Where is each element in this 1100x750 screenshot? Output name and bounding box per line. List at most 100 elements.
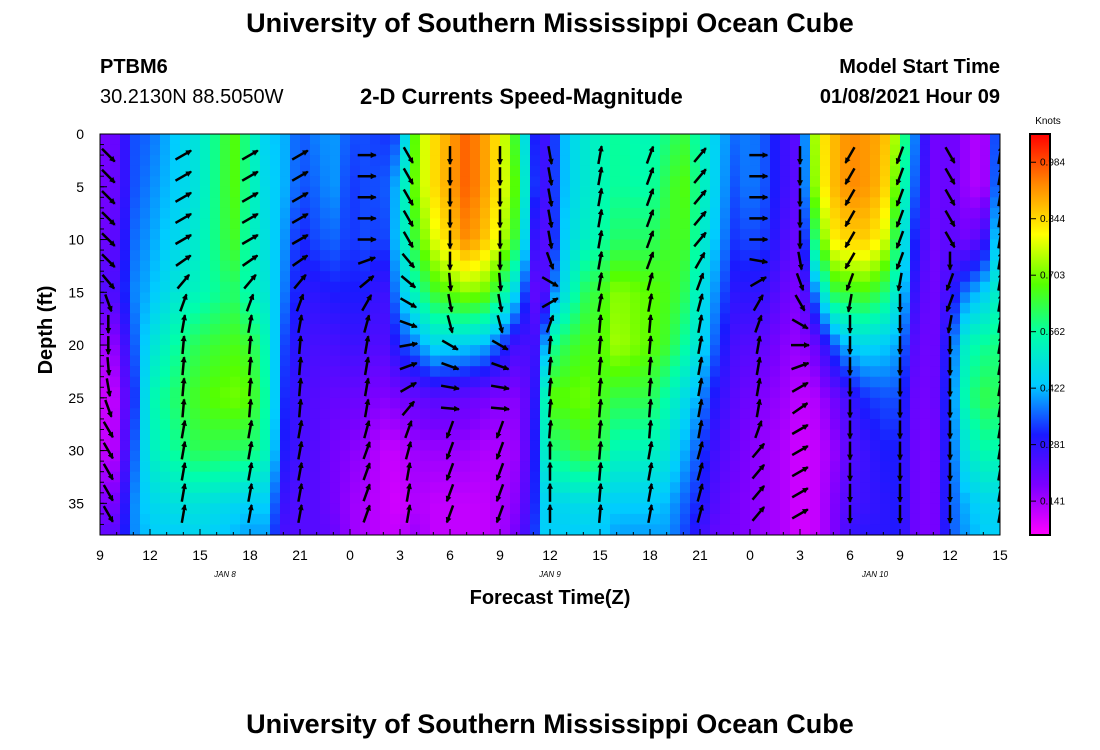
heatmap-cell	[950, 292, 961, 304]
heatmap-cell	[700, 239, 711, 251]
heatmap-cell	[730, 144, 741, 156]
heatmap-cell	[620, 228, 631, 241]
heatmap-cell	[960, 281, 971, 293]
heatmap-cell	[640, 271, 651, 283]
heatmap-cell	[170, 366, 181, 378]
heatmap-cell	[420, 461, 431, 473]
heatmap-cell	[960, 376, 971, 388]
heatmap-cell	[820, 429, 831, 441]
heatmap-cell	[560, 144, 571, 156]
heatmap-cell	[250, 450, 261, 462]
current-vector-arrow	[547, 167, 554, 187]
heatmap-cell	[620, 461, 631, 473]
heatmap-cell	[880, 429, 891, 441]
heatmap-cell	[240, 440, 251, 452]
heatmap-cell	[250, 176, 261, 188]
colorbar-unit-label: Knots	[1035, 116, 1061, 127]
heatmap-cell	[740, 355, 751, 367]
heatmap-cell	[390, 440, 401, 452]
heatmap-cell	[530, 260, 541, 272]
heatmap-cell	[960, 250, 971, 262]
heatmap-cell	[360, 355, 371, 367]
heatmap-cell	[810, 334, 821, 346]
heatmap-cell	[120, 429, 131, 441]
heatmap-cell	[800, 366, 811, 378]
heatmap-cell	[190, 503, 201, 515]
heatmap-cell	[170, 429, 181, 441]
current-vector-arrow	[647, 335, 654, 355]
heatmap-cell	[330, 134, 341, 146]
heatmap-cell	[200, 260, 211, 272]
heatmap-cell	[870, 260, 881, 272]
heatmap-cell	[160, 207, 171, 220]
heatmap-cell	[290, 260, 301, 272]
heatmap-cell	[870, 450, 881, 462]
heatmap-cell	[260, 260, 271, 272]
heatmap-cell	[750, 397, 761, 409]
heatmap-cell	[770, 376, 781, 388]
heatmap-cell	[380, 218, 391, 230]
heatmap-cell	[990, 440, 1000, 452]
heatmap-cell	[630, 323, 641, 336]
heatmap-cell	[630, 302, 641, 314]
heatmap-cell	[520, 292, 531, 304]
heatmap-cell	[760, 376, 771, 388]
heatmap-cell	[160, 503, 171, 515]
heatmap-cell	[440, 387, 451, 399]
heatmap-cell	[680, 440, 691, 452]
heatmap-cell	[220, 165, 231, 177]
heatmap-cell	[590, 397, 601, 409]
heatmap-cell	[440, 524, 451, 535]
heatmap-cell	[150, 492, 161, 504]
heatmap-cell	[670, 387, 681, 399]
heatmap-cell	[150, 323, 161, 336]
heatmap-cell	[730, 376, 741, 388]
heatmap-cell	[790, 345, 801, 357]
heatmap-cell	[910, 144, 921, 156]
heatmap-cell	[120, 134, 131, 146]
heatmap-cell	[340, 387, 351, 399]
heatmap-cell	[430, 408, 441, 420]
heatmap-cell	[420, 418, 431, 431]
heatmap-cell	[230, 429, 241, 441]
heatmap-cell	[190, 492, 201, 504]
heatmap-cell	[430, 418, 441, 431]
heatmap-cell	[290, 228, 301, 241]
heatmap-cell	[730, 228, 741, 241]
heatmap-cell	[450, 471, 461, 483]
heatmap-cell	[700, 450, 711, 462]
heatmap-cell	[830, 450, 841, 462]
heatmap-cell	[860, 186, 871, 198]
heatmap-cell	[960, 165, 971, 177]
heatmap-cell	[810, 513, 821, 526]
heatmap-cell	[360, 376, 371, 388]
heatmap-cell	[570, 397, 581, 409]
heatmap-cell	[950, 334, 961, 346]
heatmap-cell	[600, 471, 611, 483]
heatmap-cell	[760, 418, 771, 431]
heatmap-cell	[220, 144, 231, 156]
heatmap-cell	[890, 165, 901, 177]
heatmap-cell	[710, 387, 721, 399]
heatmap-cell	[530, 155, 541, 167]
heatmap-cell	[190, 513, 201, 526]
heatmap-cell	[460, 165, 471, 177]
heatmap-cell	[500, 418, 511, 431]
heatmap-cell	[910, 376, 921, 388]
heatmap-cell	[780, 366, 791, 378]
heatmap-cell	[490, 513, 501, 526]
heatmap-cell	[570, 503, 581, 515]
heatmap-cell	[630, 471, 641, 483]
heatmap-cell	[100, 218, 111, 230]
heatmap-cell	[160, 397, 171, 409]
heatmap-cell	[640, 292, 651, 304]
heatmap-cell	[310, 503, 321, 515]
heatmap-cell	[290, 345, 301, 357]
heatmap-cell	[990, 408, 1000, 420]
heatmap-cell	[720, 513, 731, 526]
heatmap-cell	[770, 471, 781, 483]
heatmap-cell	[330, 461, 341, 473]
heatmap-cell	[400, 260, 411, 272]
current-vector-arrow	[845, 272, 855, 292]
heatmap-cell	[910, 186, 921, 198]
